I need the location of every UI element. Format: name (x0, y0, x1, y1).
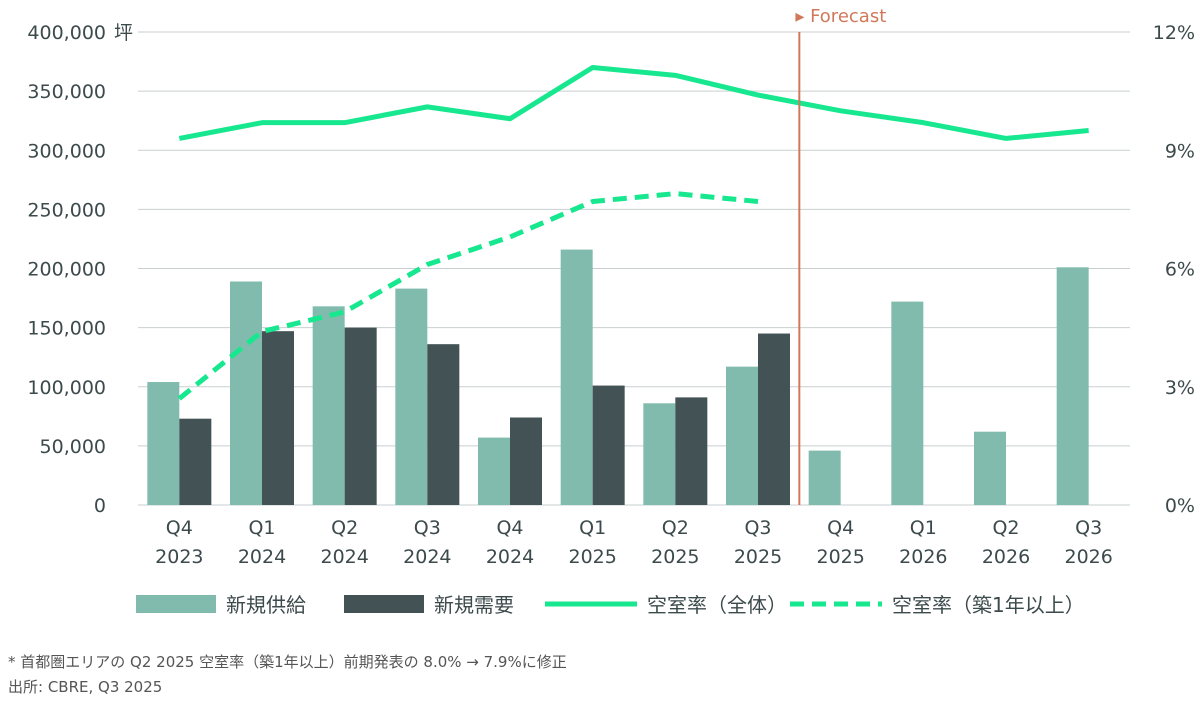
bar-demand (179, 418, 212, 505)
bar-demand (510, 417, 542, 505)
bar-demand (344, 327, 377, 505)
legend-swatch (344, 595, 424, 613)
vacancy-total-line (178, 64, 1089, 141)
bar-demand (262, 331, 294, 505)
legend-label: 空室率（築1年以上） (892, 593, 1085, 617)
legend-label: 新規供給 (226, 593, 306, 617)
bar-demand (592, 385, 625, 505)
category-quarter-label: Q2 (331, 517, 358, 539)
bar-demand (675, 397, 708, 505)
bar-supply (643, 403, 676, 505)
category-quarter-label: Q4 (166, 517, 193, 539)
bar-supply (478, 437, 510, 505)
bar-supply (312, 306, 345, 505)
category-year-label: 2025 (816, 546, 864, 568)
category-year-label: 2024 (403, 546, 451, 568)
category-year-label: 2026 (982, 546, 1030, 568)
category-quarter-label: Q2 (992, 517, 1019, 539)
category-quarter-label: Q3 (414, 517, 441, 539)
bar-supply (808, 450, 841, 505)
category-year-label: 2025 (568, 546, 616, 568)
bar-supply (726, 366, 758, 505)
category-quarter-label: Q2 (662, 517, 689, 539)
left-tick-label: 300,000 (27, 140, 106, 162)
category-quarter-label: Q4 (827, 517, 854, 539)
category-quarter-label: Q1 (248, 517, 275, 539)
source-note: 出所: CBRE, Q3 2025 (8, 678, 163, 696)
category-year-label: 2024 (486, 546, 534, 568)
category-quarter-label: Q1 (910, 517, 937, 539)
bar-demand (427, 344, 460, 505)
forecast-label: ▸ Forecast (795, 6, 886, 27)
right-tick-label: 0% (1165, 495, 1195, 517)
left-axis-unit: 坪 (114, 22, 133, 44)
right-tick-label: 9% (1165, 140, 1195, 162)
bar-supply (395, 288, 428, 505)
left-tick-label: 400,000 (27, 22, 106, 44)
category-year-label: 2026 (1064, 546, 1112, 568)
left-tick-label: 150,000 (27, 318, 106, 340)
category-quarter-label: Q4 (496, 517, 523, 539)
left-tick-label: 250,000 (27, 199, 106, 221)
category-year-label: 2025 (651, 546, 699, 568)
category-quarter-label: Q3 (744, 517, 771, 539)
bar-supply (974, 431, 1006, 505)
right-tick-label: 12% (1153, 22, 1195, 44)
category-year-label: 2024 (320, 546, 368, 568)
category-quarter-label: Q3 (1075, 517, 1102, 539)
footnote: * 首都圏エリアの Q2 2025 空室率（築1年以上）前期発表の 8.0% →… (8, 653, 567, 671)
bar-supply (891, 301, 924, 505)
legend-label: 空室率（全体） (647, 593, 787, 617)
bar-demand (758, 333, 790, 505)
bar-supply (147, 382, 180, 505)
left-tick-label: 350,000 (27, 81, 106, 103)
vacancy-1yr-line (177, 191, 759, 401)
category-quarter-label: Q1 (579, 517, 606, 539)
right-tick-label: 6% (1165, 259, 1195, 281)
right-tick-label: 3% (1165, 377, 1195, 399)
legend-swatch (136, 595, 216, 613)
bar-supply (560, 249, 593, 505)
left-tick-label: 100,000 (27, 377, 106, 399)
category-year-label: 2023 (155, 546, 203, 568)
legend-label: 新規需要 (434, 593, 514, 617)
left-tick-label: 0 (94, 495, 106, 517)
left-tick-label: 200,000 (27, 259, 106, 281)
category-year-label: 2025 (734, 546, 782, 568)
bar-supply (1056, 267, 1089, 505)
bar-supply (230, 281, 262, 505)
left-tick-label: 50,000 (40, 436, 106, 458)
category-year-label: 2026 (899, 546, 947, 568)
category-year-label: 2024 (238, 546, 286, 568)
chart: 0 50,000 100,000 150,000 200,000 250,000 300,0… (27, 6, 1195, 617)
